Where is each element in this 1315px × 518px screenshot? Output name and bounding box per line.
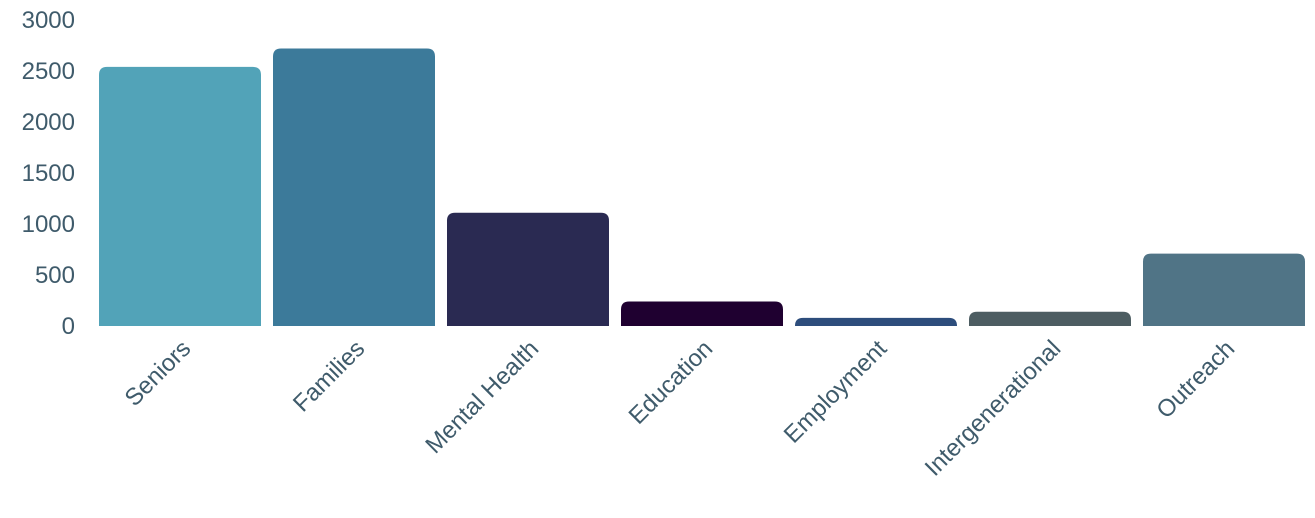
y-tick-label: 3000	[22, 7, 75, 34]
bars	[99, 48, 1305, 327]
x-tick-label: Families	[288, 335, 370, 417]
y-tick-label: 500	[35, 262, 75, 289]
y-tick-label: 2500	[22, 58, 75, 85]
y-tick-label: 0	[62, 313, 75, 340]
y-tick-label: 1000	[22, 211, 75, 238]
y-tick-label: 2000	[22, 109, 75, 136]
bar-families	[273, 48, 435, 327]
x-axis: Seniors Families Mental Health Education Emp…	[120, 335, 1241, 482]
x-tick-label: Mental Health	[420, 335, 544, 459]
bar-seniors	[99, 66, 261, 327]
bar-outreach	[1143, 253, 1305, 326]
bar-intergenerational	[969, 311, 1131, 326]
x-tick-label: Intergenerational	[920, 335, 1066, 481]
x-tick-label: Education	[624, 335, 719, 430]
x-tick-label: Seniors	[120, 335, 197, 412]
bar-mental-health	[447, 212, 609, 326]
x-tick-label: Employment	[779, 335, 893, 449]
y-tick-label: 1500	[22, 160, 75, 187]
y-axis: 0 500 1000 1500 2000 2500 3000	[22, 7, 75, 340]
x-tick-label: Outreach	[1151, 335, 1240, 424]
bar-education	[621, 301, 783, 326]
bar-employment	[795, 317, 957, 326]
